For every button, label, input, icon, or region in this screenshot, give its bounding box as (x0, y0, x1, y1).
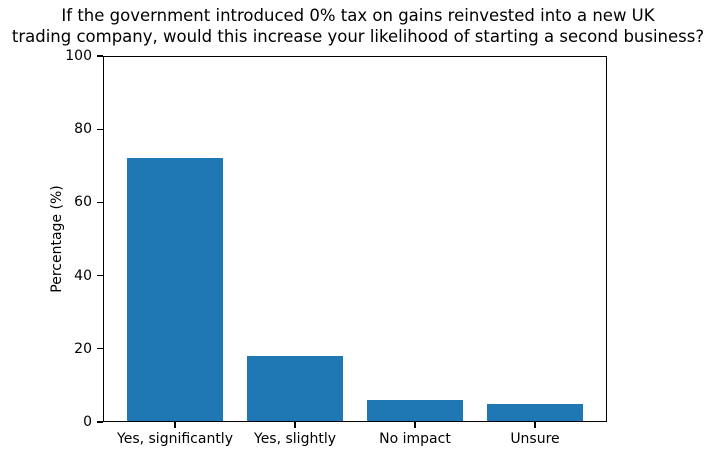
y-tick-mark (97, 201, 103, 203)
bar-yes-slightly (247, 356, 343, 422)
y-tick-label-20: 20 (74, 340, 92, 357)
plot-area (103, 56, 607, 422)
chart-title: If the government introduced 0% tax on g… (0, 5, 716, 47)
y-tick-label-0: 0 (83, 414, 92, 430)
x-tick-mark (414, 422, 416, 428)
y-tick-label-60: 60 (74, 194, 92, 211)
x-tick-label-yes-slightly: Yes, slightly (254, 431, 336, 447)
x-tick-label-no-impact: No impact (379, 431, 451, 447)
y-tick-mark (97, 128, 103, 130)
y-tick-mark (97, 275, 103, 277)
chart-title-line-1: If the government introduced 0% tax on g… (61, 6, 655, 25)
y-tick-mark (97, 55, 103, 57)
bar-unsure (487, 403, 583, 422)
x-tick-label-unsure: Unsure (510, 431, 560, 447)
x-tick-label-yes-significantly: Yes, significantly (117, 431, 233, 447)
x-tick-mark (174, 422, 176, 428)
chart-title-line-2: trading company, would this increase you… (11, 27, 705, 46)
y-tick-label-100: 100 (65, 48, 92, 64)
y-tick-mark (97, 348, 103, 350)
bar-no-impact (367, 400, 463, 422)
x-tick-mark (294, 422, 296, 428)
y-tick-label-40: 40 (74, 267, 92, 284)
y-tick-mark (97, 421, 103, 423)
x-tick-mark (534, 422, 536, 428)
y-tick-label-80: 80 (74, 121, 92, 138)
bar-yes-significantly (127, 158, 223, 422)
